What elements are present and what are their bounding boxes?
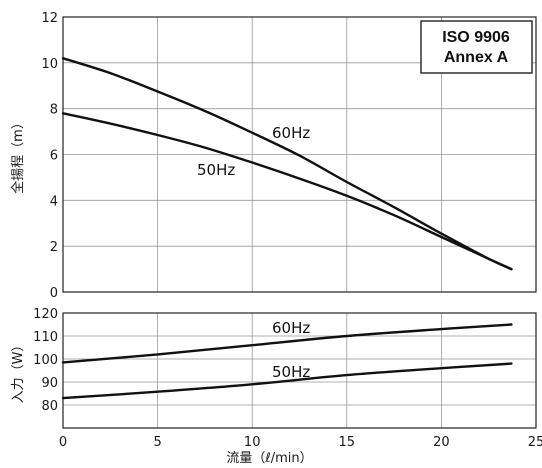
y-tick-label: 80 bbox=[41, 399, 58, 414]
series-label-60Hz: 60Hz bbox=[272, 124, 310, 142]
y-tick-label: 2 bbox=[50, 240, 58, 255]
power-panel: 0 5 10 15 20 25 80 90 100 110 120 入力（W） 流量（ℓ/min） 60H… bbox=[11, 307, 542, 466]
plot-frame bbox=[62, 312, 537, 429]
y-tick-label: 120 bbox=[33, 307, 58, 322]
x-tick-label: 0 bbox=[59, 435, 67, 450]
y-tick-label: 0 bbox=[50, 286, 58, 301]
y-tick-label: 8 bbox=[50, 103, 58, 118]
series-label-50Hz: 50Hz bbox=[197, 161, 235, 179]
x-tick-label: 25 bbox=[528, 435, 542, 450]
head-panel: 0 2 4 6 8 10 12 全揚程（m） 60Hz 50Hz bbox=[10, 11, 537, 301]
series-line-50Hz bbox=[61, 362, 513, 400]
y-tick-label: 100 bbox=[33, 353, 58, 368]
x-tick-label: 15 bbox=[339, 435, 356, 450]
iso-badge: ISO 9906 Annex A bbox=[420, 20, 533, 74]
badge-line: ISO 9906 bbox=[442, 29, 510, 46]
x-tick-label: 20 bbox=[433, 435, 450, 450]
series-line-60Hz bbox=[61, 323, 513, 364]
y-tick-label: 6 bbox=[50, 149, 58, 164]
x-tick-label: 10 bbox=[244, 435, 261, 450]
badge-line: Annex A bbox=[444, 49, 509, 66]
badge-frame bbox=[420, 20, 533, 74]
y-axis-label: 入力（W） bbox=[11, 339, 26, 404]
y-tick-label: 4 bbox=[50, 194, 58, 209]
series-label-60Hz: 60Hz bbox=[272, 319, 310, 337]
y-tick-label: 110 bbox=[33, 330, 58, 345]
y-tick-label: 90 bbox=[41, 376, 58, 391]
y-axis-label: 全揚程（m） bbox=[10, 116, 26, 194]
y-tick-label: 12 bbox=[41, 11, 58, 26]
series-line-50Hz bbox=[61, 112, 513, 271]
plot-frame bbox=[62, 16, 537, 293]
series-label-50Hz: 50Hz bbox=[272, 363, 310, 381]
x-axis-label: 流量（ℓ/min） bbox=[226, 451, 312, 466]
x-tick-label: 5 bbox=[153, 435, 161, 450]
series-line-60Hz bbox=[61, 57, 513, 271]
y-tick-label: 10 bbox=[41, 57, 58, 72]
